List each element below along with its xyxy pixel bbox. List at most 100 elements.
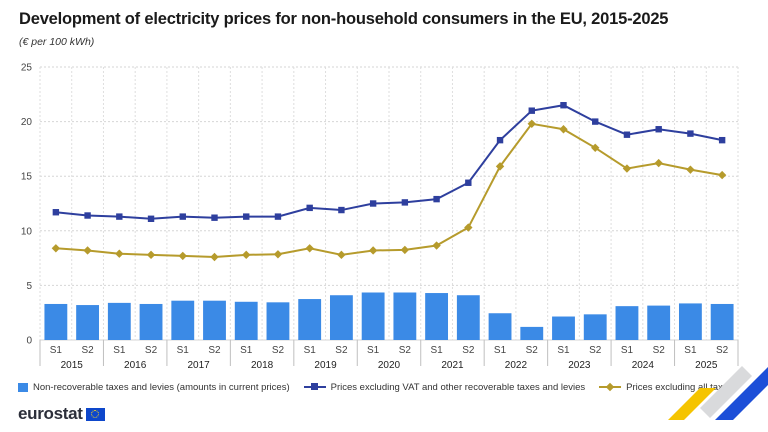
point-square <box>274 213 282 220</box>
point-diamond <box>178 251 187 261</box>
point-square <box>306 204 313 212</box>
point-diamond <box>400 245 410 255</box>
point-diamond <box>527 119 536 128</box>
x-tick-label: S1 <box>494 345 507 356</box>
x-tick-label: S2 <box>653 345 666 356</box>
eurostat-logo: eurostat <box>18 404 105 424</box>
y-tick-label: 5 <box>26 281 32 292</box>
x-tick-label: S2 <box>589 345 602 356</box>
bar <box>107 302 131 340</box>
point-diamond <box>622 164 632 173</box>
year-label: 2021 <box>441 360 464 371</box>
y-tick-label: 10 <box>21 226 33 237</box>
x-tick-label: S1 <box>240 345 253 356</box>
legend-label-taxes: Non-recoverable taxes and levies (amount… <box>33 381 290 393</box>
x-tick-label: S2 <box>716 345 729 356</box>
x-tick-label: S2 <box>526 345 539 356</box>
year-label: 2020 <box>378 360 401 371</box>
x-tick-label: S2 <box>81 345 94 356</box>
point-square <box>84 212 91 219</box>
point-diamond <box>432 241 441 250</box>
x-tick-label: S1 <box>684 345 697 356</box>
point-diamond <box>83 246 92 255</box>
point-square <box>338 206 345 214</box>
legend-item-bar: Non-recoverable taxes and levies (amount… <box>18 382 290 393</box>
x-tick-label: S2 <box>462 345 475 356</box>
point-square <box>211 214 218 221</box>
y-tick-label: 25 <box>21 63 33 74</box>
bar <box>266 302 290 340</box>
bar <box>361 292 385 340</box>
chart-subtitle: (€ per 100 kWh) <box>19 36 95 48</box>
bar <box>678 303 702 340</box>
point-diamond <box>686 165 695 174</box>
x-tick-label: S2 <box>335 345 348 356</box>
x-tick-label: S1 <box>304 345 317 356</box>
bar <box>44 303 68 340</box>
point-diamond <box>115 249 124 258</box>
point-square <box>592 118 599 125</box>
point-square <box>560 102 567 109</box>
year-label: 2015 <box>61 360 84 371</box>
series-line-1 <box>55 104 723 220</box>
x-tick-label: S1 <box>113 345 126 356</box>
year-label: 2019 <box>314 360 337 371</box>
eu-flag-icon <box>85 407 105 421</box>
point-square <box>401 199 409 206</box>
bar <box>234 301 258 340</box>
year-label: 2018 <box>251 360 274 371</box>
point-diamond <box>242 250 251 260</box>
point-square <box>528 107 535 114</box>
point-diamond <box>495 162 505 171</box>
year-label: 2017 <box>188 360 211 371</box>
year-label: 2024 <box>632 360 655 371</box>
point-diamond <box>210 252 219 262</box>
bar <box>456 295 480 340</box>
point-diamond <box>337 250 346 260</box>
legend-label-excl-vat: Prices excluding VAT and other recoverab… <box>330 381 586 393</box>
point-diamond <box>464 223 473 232</box>
bar <box>298 299 322 340</box>
legend-item-excl-all: Prices excluding all taxes <box>599 382 733 393</box>
bar <box>552 316 575 340</box>
point-square <box>623 131 631 138</box>
x-tick-label: S1 <box>367 345 380 356</box>
series-line-2 <box>55 122 723 259</box>
bar <box>393 292 417 340</box>
point-square <box>496 136 504 144</box>
point-diamond <box>368 246 378 255</box>
legend-label-excl-all: Prices excluding all taxes <box>626 381 733 393</box>
logo-text: eurostat <box>18 404 83 423</box>
bar <box>488 313 512 340</box>
y-tick-label: 0 <box>26 336 32 347</box>
bar <box>710 303 734 340</box>
bar <box>329 295 353 340</box>
point-square <box>243 213 250 220</box>
point-diamond <box>305 244 314 253</box>
point-diamond <box>654 158 663 168</box>
x-tick-label: S1 <box>621 345 634 356</box>
point-square <box>369 200 377 207</box>
x-tick-label: S2 <box>145 345 158 356</box>
point-diamond <box>146 250 156 260</box>
year-label: 2025 <box>695 360 718 371</box>
legend-square-line-icon <box>303 382 326 392</box>
point-diamond <box>273 250 283 259</box>
point-square <box>655 126 662 133</box>
x-tick-label: S2 <box>208 345 221 356</box>
bar <box>520 326 544 340</box>
point-square <box>147 215 155 222</box>
y-tick-label: 20 <box>21 117 33 128</box>
bar <box>139 303 163 340</box>
legend-bar-swatch <box>18 382 28 392</box>
point-diamond <box>559 125 568 134</box>
x-tick-label: S2 <box>399 345 412 356</box>
x-tick-label: S1 <box>50 345 63 356</box>
legend: Non-recoverable taxes and levies (amount… <box>18 380 747 394</box>
point-square <box>179 213 186 220</box>
point-square <box>718 136 726 144</box>
point-diamond <box>591 143 600 153</box>
bar <box>425 293 449 340</box>
x-tick-label: S1 <box>430 345 443 356</box>
